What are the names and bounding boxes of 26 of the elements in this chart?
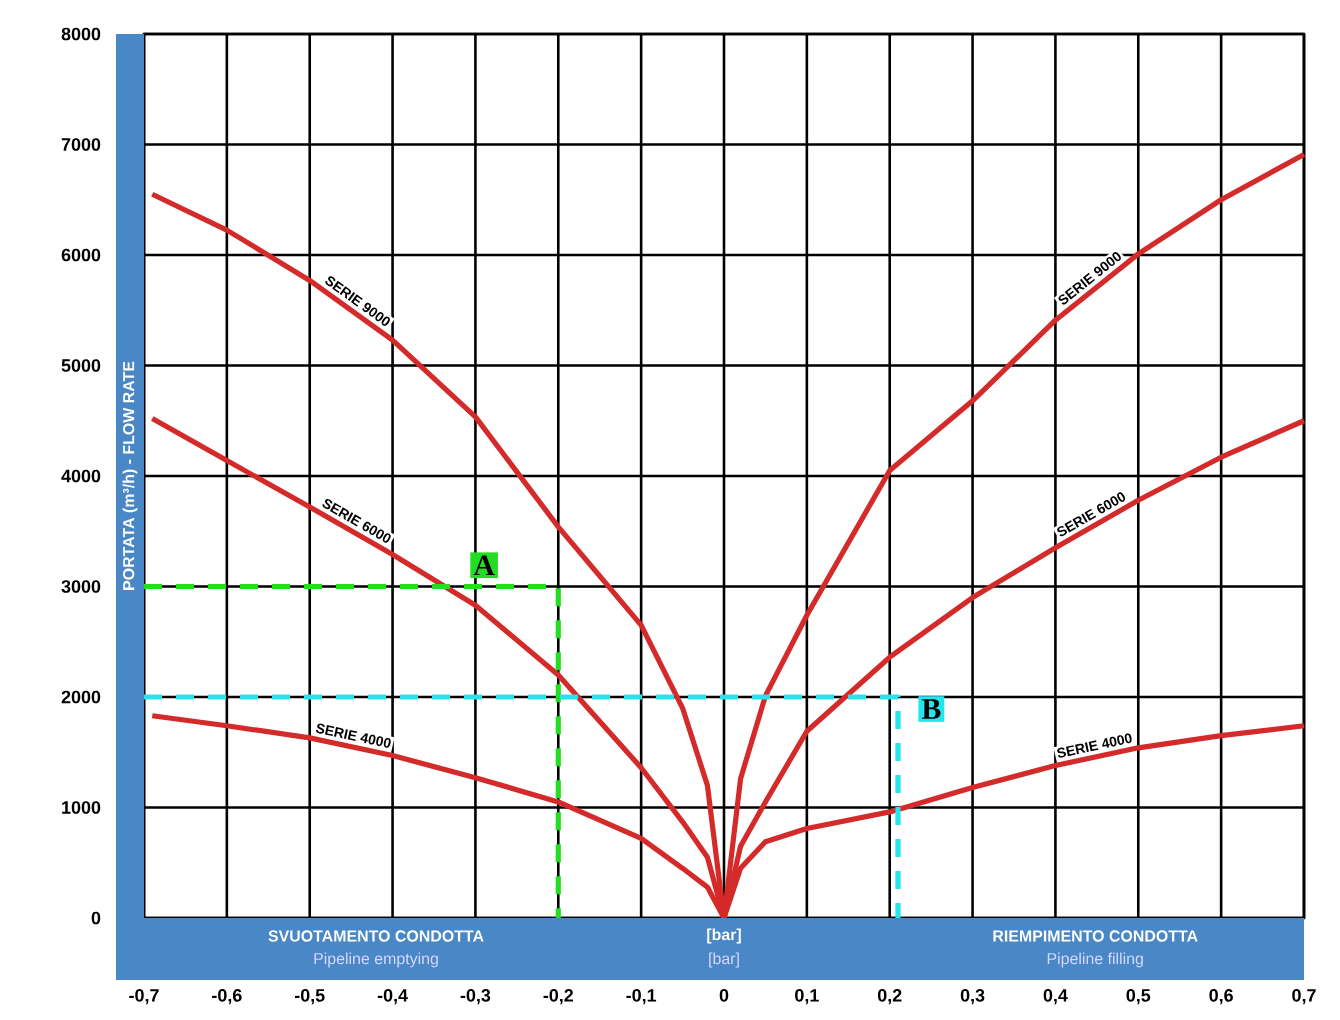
annotation: A bbox=[473, 555, 495, 576]
x-tick-label: 0,7 bbox=[1292, 989, 1316, 1005]
x-tick-label: 0,6 bbox=[1209, 989, 1233, 1005]
y-tick-label: 4000 bbox=[61, 469, 101, 483]
x-tick-label: 0,2 bbox=[877, 989, 902, 1005]
x-tick-label: -0,4 bbox=[377, 989, 408, 1005]
y-tick-label: 7000 bbox=[61, 138, 101, 151]
x-tick-label: -0,7 bbox=[129, 989, 159, 1005]
x-tick-label: 0,5 bbox=[1126, 989, 1151, 1005]
x-tick-label: 0 bbox=[719, 989, 729, 1002]
y-tick-label: 1000 bbox=[62, 801, 101, 814]
x-tick-label: -0,1 bbox=[626, 989, 657, 1005]
x-tick-label: -0,5 bbox=[294, 989, 325, 1005]
y-tick-label: 5000 bbox=[61, 359, 101, 372]
y-tick-label: 2000 bbox=[61, 690, 101, 704]
x-tick-label: 0,3 bbox=[960, 989, 985, 1005]
y-tick-label: 3000 bbox=[61, 580, 101, 593]
y-tick-label: 8000 bbox=[61, 27, 101, 41]
x-tick-label: -0,3 bbox=[460, 989, 491, 1005]
x-tick-label: -0,6 bbox=[212, 989, 242, 1005]
y-tick-label: 0 bbox=[91, 911, 101, 925]
y-tick-label: 6000 bbox=[61, 248, 101, 262]
annotation: B bbox=[921, 699, 941, 719]
x-tick-label: 0,4 bbox=[1043, 989, 1068, 1005]
x-tick-label: -0,2 bbox=[543, 989, 574, 1005]
x-tick-label: 0,1 bbox=[795, 989, 819, 1005]
